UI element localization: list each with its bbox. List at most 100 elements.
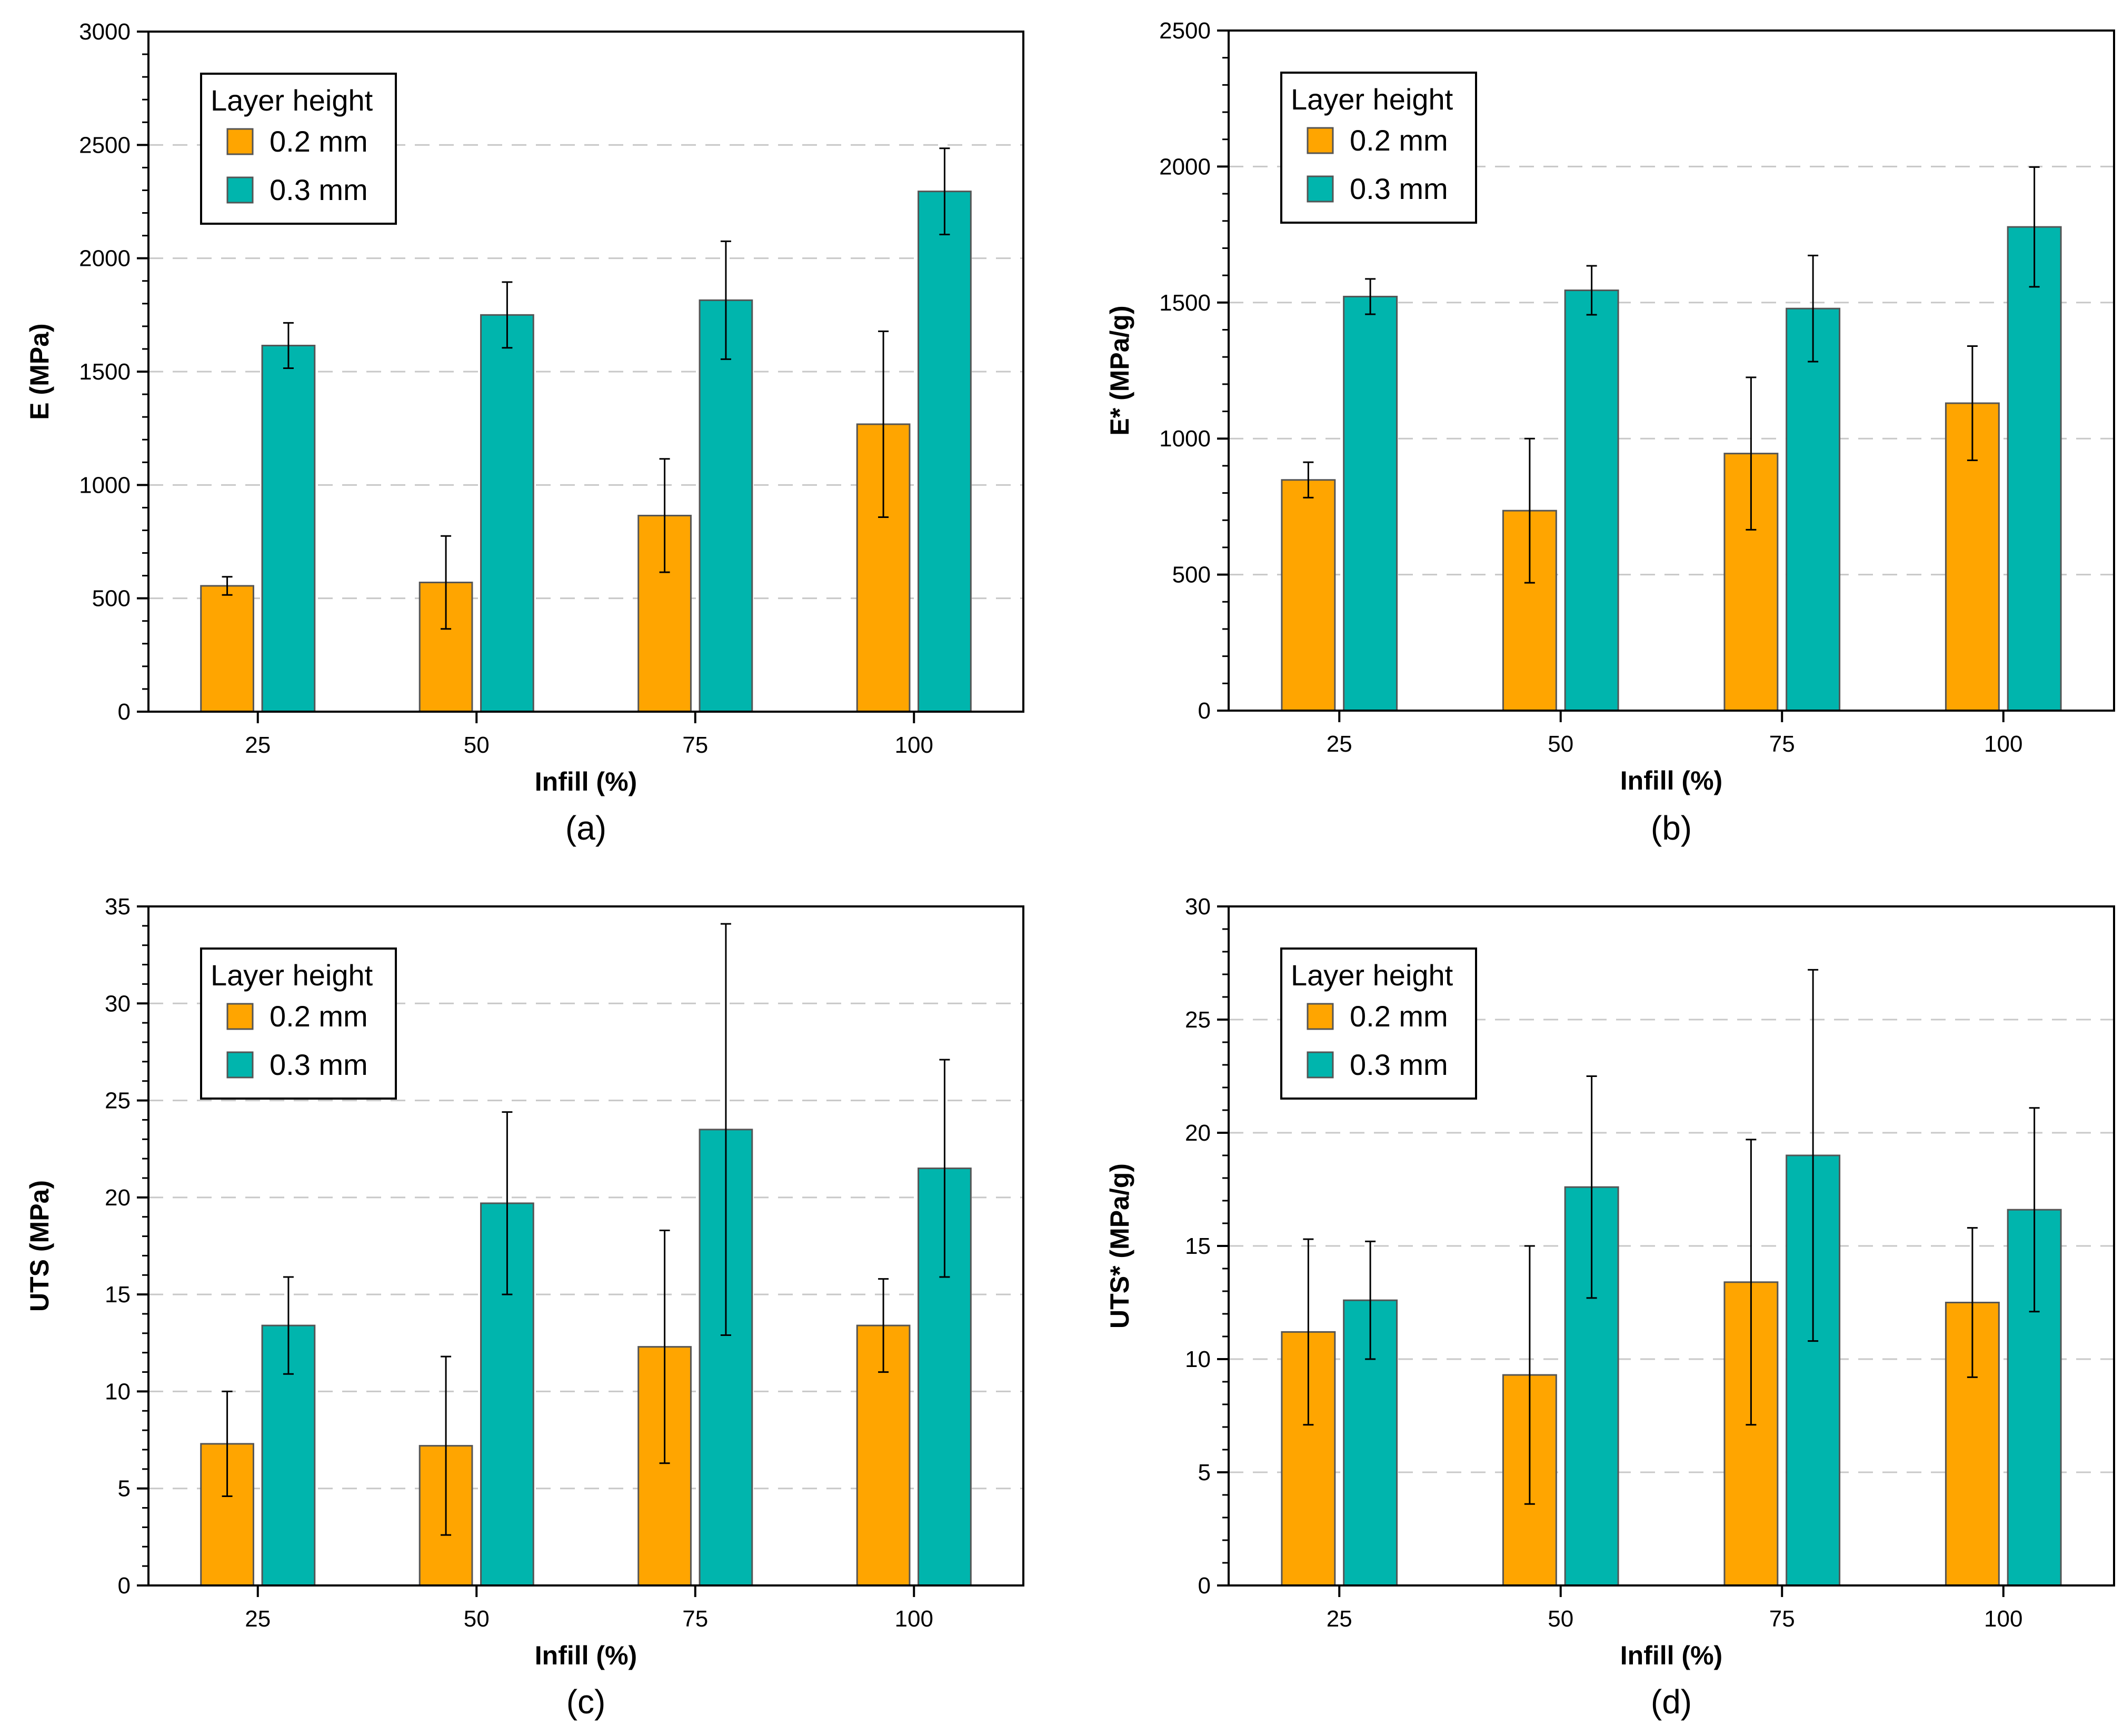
chart-panel-d: 0 5 10 15 20 25 30 25 50 75 100 Infill (%) UTS* (MPa… <box>1105 894 2115 1721</box>
legend-label-0: 0.2 mm <box>1350 1000 1448 1033</box>
bar-a-s1-75 <box>699 299 753 713</box>
y-tick-label: 0 <box>118 699 131 725</box>
y-tick-label: 0 <box>1198 698 1211 724</box>
y-tick-label: 3000 <box>79 19 131 45</box>
error-bar-b-s0-100 <box>1967 345 1978 462</box>
error-bar-d-s0-25 <box>1303 1238 1314 1426</box>
error-bar-a-s0-25 <box>222 576 233 596</box>
y-tick-label: 2000 <box>1159 154 1211 179</box>
y-tick-label: 1000 <box>1159 426 1211 452</box>
error-bar-c-s0-100 <box>878 1278 889 1373</box>
y-tick-label: 10 <box>1185 1346 1211 1372</box>
x-tick-label: 25 <box>245 732 271 758</box>
error-bar-c-s0-50 <box>441 1355 452 1536</box>
y-tick-label: 0 <box>118 1573 131 1599</box>
y-tick-label: 10 <box>105 1379 131 1404</box>
error-bar-d-s1-100 <box>2029 1107 2040 1313</box>
legend: Layer height 0.2 mm 0.3 mm <box>200 947 397 1100</box>
error-bar-a-s0-50 <box>441 535 452 630</box>
x-tick-label: 50 <box>1548 731 1573 757</box>
x-tick-label: 100 <box>1984 1606 2022 1632</box>
error-bar-b-s1-75 <box>1808 254 1819 363</box>
y-tick-label: 15 <box>1185 1233 1211 1259</box>
legend-label-0: 0.2 mm <box>1350 124 1448 157</box>
bar-b-s1-25 <box>1343 295 1398 712</box>
legend-title: Layer height <box>211 959 373 992</box>
legend: Layer height 0.2 mm 0.3 mm <box>1280 947 1477 1100</box>
error-bar-b-s0-75 <box>1746 376 1757 531</box>
y-tick-label: 1000 <box>79 472 131 498</box>
bar-a-s1-50 <box>480 314 534 713</box>
error-bar-d-s1-75 <box>1808 969 1819 1342</box>
y-tick-label: 1500 <box>1159 290 1211 316</box>
y-tick-label: 5 <box>1198 1460 1211 1485</box>
y-tick-label: 2500 <box>1159 18 1211 44</box>
legend-label-1: 0.3 mm <box>270 1048 368 1081</box>
x-axis-title: Infill (%) <box>535 767 637 796</box>
y-axis-title: UTS* (MPa/g) <box>1105 1163 1134 1329</box>
legend-swatch-1 <box>1307 175 1334 203</box>
x-tick-label: 75 <box>1769 731 1795 757</box>
x-tick-label: 50 <box>464 732 490 758</box>
y-axis-title: E* (MPa/g) <box>1105 305 1134 435</box>
bar-b-s0-25 <box>1281 479 1336 712</box>
legend-label-1: 0.3 mm <box>1350 172 1448 205</box>
error-bar-c-s1-100 <box>939 1059 950 1278</box>
y-tick-label: 25 <box>105 1088 131 1114</box>
bar-a-s1-100 <box>918 191 972 713</box>
y-tick-label: 1500 <box>79 359 131 385</box>
y-tick-label: 5 <box>118 1476 131 1502</box>
legend-label-1: 0.3 mm <box>1350 1048 1448 1081</box>
legend-title: Layer height <box>211 84 373 117</box>
x-axis-title: Infill (%) <box>1620 766 1722 795</box>
y-axis-title: UTS (MPa) <box>25 1180 54 1312</box>
x-tick-label: 50 <box>464 1606 490 1632</box>
error-bar-a-s0-100 <box>878 330 889 518</box>
panel-caption: (a) <box>565 809 606 847</box>
plot-frame <box>147 905 1024 1587</box>
error-bar-c-s1-75 <box>720 923 731 1336</box>
chart-panel-a: 0 500 1000 1500 2000 2500 3000 25 50 75 100 Infill … <box>25 19 1024 847</box>
legend-swatch-1 <box>226 1051 254 1079</box>
legend-label-1: 0.3 mm <box>270 173 368 206</box>
x-tick-label: 25 <box>245 1606 271 1632</box>
legend: Layer height 0.2 mm 0.3 mm <box>1280 72 1477 224</box>
error-bar-c-s1-25 <box>283 1276 294 1375</box>
y-tick-label: 0 <box>1198 1573 1211 1599</box>
error-bar-a-s1-75 <box>720 240 731 360</box>
error-bar-a-s1-25 <box>283 322 294 370</box>
y-tick-label: 15 <box>105 1282 131 1308</box>
bar-b-s1-75 <box>1786 307 1841 712</box>
x-tick-label: 75 <box>682 1606 708 1632</box>
panel-caption: (c) <box>566 1683 606 1721</box>
plot-frame <box>1228 29 2115 712</box>
legend-title: Layer height <box>1291 959 1453 992</box>
error-bar-b-s1-100 <box>2029 166 2040 288</box>
error-bar-b-s0-25 <box>1303 461 1314 498</box>
x-tick-label: 100 <box>895 732 933 758</box>
error-bar-d-s1-50 <box>1586 1075 1597 1299</box>
error-bar-b-s0-50 <box>1524 437 1535 584</box>
error-bar-b-s1-50 <box>1586 265 1597 316</box>
error-bar-d-s0-50 <box>1524 1245 1535 1505</box>
x-tick-label: 75 <box>1769 1606 1795 1632</box>
legend-swatch-1 <box>1307 1051 1334 1079</box>
x-tick-label: 100 <box>1984 731 2022 757</box>
x-axis-title: Infill (%) <box>1620 1641 1722 1670</box>
y-tick-label: 500 <box>92 586 131 612</box>
legend-swatch-0 <box>1307 127 1334 154</box>
panel-caption: (b) <box>1651 809 1692 847</box>
legend-label-0: 0.2 mm <box>270 1000 368 1033</box>
error-bar-d-s0-75 <box>1746 1139 1757 1426</box>
error-bar-d-s1-25 <box>1365 1240 1376 1360</box>
y-tick-label: 20 <box>1185 1120 1211 1146</box>
panel-caption: (d) <box>1651 1683 1692 1721</box>
legend-swatch-0 <box>1307 1003 1334 1030</box>
error-bar-c-s0-75 <box>659 1230 670 1464</box>
y-axis-title: E (MPa) <box>25 323 54 420</box>
y-tick-label: 25 <box>1185 1007 1211 1033</box>
bar-b-s1-50 <box>1564 290 1619 712</box>
bar-c-s1-50 <box>480 1202 534 1587</box>
x-tick-label: 75 <box>682 732 708 758</box>
